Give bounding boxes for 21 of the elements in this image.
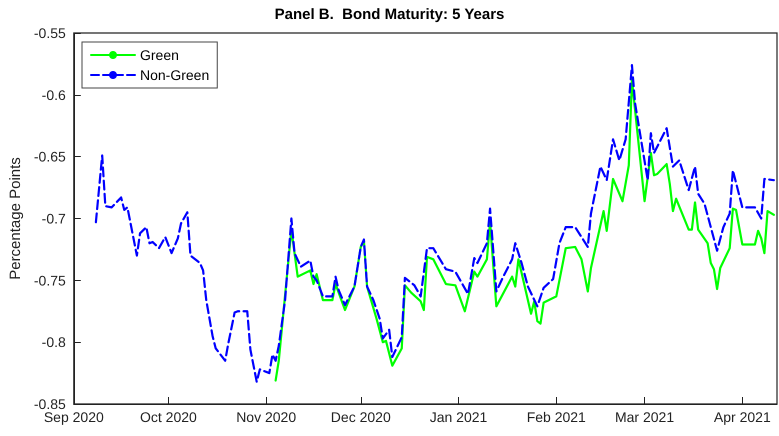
y-tick-label: -0.55 (34, 25, 66, 41)
x-tick-label: Mar 2021 (614, 409, 674, 425)
x-tick-label: Jan 2021 (430, 409, 488, 425)
x-tick-label: Sep 2020 (44, 409, 104, 425)
x-tick-label: Dec 2020 (330, 409, 391, 425)
y-tick-label: -0.65 (34, 148, 66, 165)
y-tick-label: -0.7 (42, 210, 66, 226)
x-tick-label: Apr 2021 (714, 409, 771, 425)
line-series (94, 64, 775, 383)
chart-title: Panel B. Bond Maturity: 5 Years (274, 6, 504, 23)
legend-label: Non-Green (140, 67, 210, 83)
y-tick-label: -0.85 (34, 396, 66, 412)
x-tick-label: Nov 2020 (236, 409, 296, 425)
legend-label: Green (140, 47, 179, 63)
y-axis-title: Percentage Points (7, 157, 24, 280)
x-tick-label: Feb 2021 (526, 409, 586, 425)
y-tick-label: -0.8 (42, 334, 66, 350)
x-tick-label: Oct 2020 (140, 409, 198, 425)
y-tick-label: -0.75 (34, 272, 66, 288)
line-series (274, 78, 775, 382)
y-tick-label: -0.6 (42, 86, 66, 103)
